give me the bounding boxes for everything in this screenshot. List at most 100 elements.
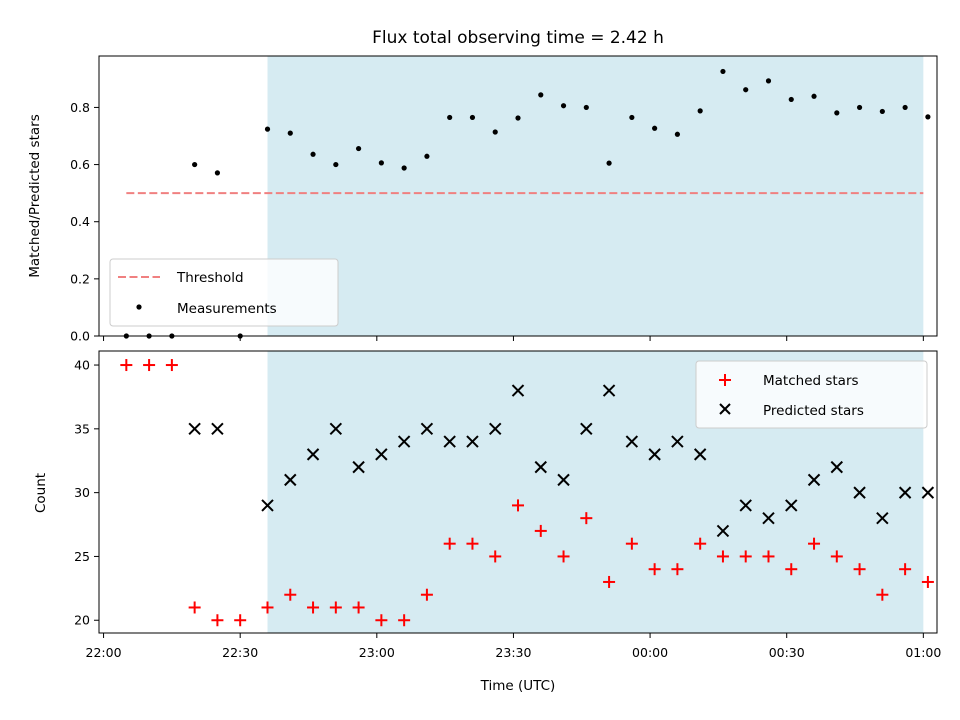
measurement-point bbox=[879, 108, 885, 115]
predicted-star-point bbox=[830, 460, 844, 474]
measurement-point bbox=[765, 78, 772, 84]
measurement-point bbox=[811, 93, 817, 99]
x-tick-label: 23:00 bbox=[359, 645, 395, 660]
predicted-star-point bbox=[420, 422, 434, 436]
matched-star-point bbox=[307, 601, 320, 614]
x-tick-label: 22:00 bbox=[86, 645, 122, 660]
measurement-point bbox=[355, 145, 362, 152]
matched-star-point bbox=[188, 601, 201, 614]
x-tick-label: 00:00 bbox=[632, 645, 668, 660]
matched-star-point bbox=[694, 537, 707, 550]
threshold-legend-label: Threshold bbox=[176, 270, 244, 286]
top-axes-frame bbox=[98, 55, 938, 337]
measurements-legend-label: Measurements bbox=[177, 301, 277, 317]
bottom-y-tick-label: 30 bbox=[74, 485, 90, 500]
matched-star-point bbox=[329, 601, 342, 614]
matched-star-point bbox=[580, 512, 593, 525]
measurement-point bbox=[515, 115, 521, 121]
bottom-y-tick-label: 20 bbox=[74, 613, 90, 628]
predicted-star-point bbox=[443, 435, 456, 448]
predicted-star-point bbox=[671, 435, 684, 448]
predicted-star-point bbox=[785, 499, 798, 512]
matched-legend-swatch bbox=[719, 374, 731, 386]
measurement-point bbox=[424, 153, 430, 159]
predicted-star-point bbox=[375, 448, 388, 461]
predicted-star-point bbox=[853, 486, 866, 499]
matched-star-point bbox=[352, 601, 365, 614]
predicted-star-point bbox=[534, 460, 547, 474]
bottom-legend-box bbox=[695, 360, 928, 429]
measurement-point bbox=[788, 96, 794, 103]
matched-star-point bbox=[143, 359, 156, 372]
bottom-panel: 20 25 30 35 40 22:00 22:30 23:00 23:30 00:00 00:3… bbox=[33, 350, 941, 694]
matched-star-point bbox=[261, 601, 274, 614]
predicted-star-point bbox=[211, 422, 224, 436]
measurement-point bbox=[538, 92, 544, 98]
predicted-star-point bbox=[807, 473, 821, 487]
bottom-y-axis-label: Count bbox=[33, 473, 49, 513]
top-y-ticks: 0.0 0.2 0.4 0.6 0.8 bbox=[70, 100, 99, 344]
measurement-point bbox=[287, 130, 293, 136]
measurement-point bbox=[606, 160, 612, 166]
predicted-star-point bbox=[693, 448, 707, 461]
matched-star-point bbox=[625, 537, 638, 550]
measurement-point bbox=[560, 103, 567, 109]
bottom-axes-frame bbox=[98, 350, 938, 634]
predicted-star-point bbox=[648, 448, 661, 461]
bottom-y-tick-label: 40 bbox=[74, 358, 90, 373]
top-legend: Threshold Measurements bbox=[109, 258, 339, 327]
top-y-tick-label: 0.0 bbox=[70, 329, 90, 344]
matched-legend-label: Matched stars bbox=[763, 373, 859, 389]
predicted-star-point bbox=[602, 384, 616, 397]
measurement-point bbox=[743, 87, 749, 93]
top-plot-content bbox=[123, 68, 931, 339]
predicted-star-point bbox=[921, 486, 935, 499]
top-panel: 0.00.20.40.60.8 Matched/Predicted stars … bbox=[27, 55, 938, 344]
measurement-point bbox=[264, 126, 271, 132]
predicted-legend-swatch bbox=[719, 403, 731, 415]
predicted-star-point bbox=[284, 473, 297, 487]
matched-star-point bbox=[830, 550, 843, 563]
measurement-point bbox=[652, 125, 658, 131]
predicted-star-point bbox=[489, 422, 502, 436]
x-tick-label: 22:30 bbox=[222, 645, 258, 660]
matched-star-point bbox=[489, 550, 502, 563]
measurement-point bbox=[583, 104, 589, 111]
matched-star-point bbox=[808, 537, 821, 550]
measurement-point bbox=[925, 114, 931, 120]
predicted-star-point bbox=[580, 422, 593, 436]
measurement-point bbox=[720, 68, 726, 75]
matched-star-point bbox=[671, 563, 684, 576]
bottom-y-tick-label: 35 bbox=[74, 421, 90, 436]
x-tick-label: 01:00 bbox=[905, 645, 941, 660]
top-shaded-region bbox=[267, 56, 924, 336]
bottom-x-ticks: 22:00 22:30 23:00 23:30 00:00 00:30 01:00 bbox=[86, 633, 941, 660]
predicted-star-point bbox=[352, 460, 365, 474]
measurement-point bbox=[629, 114, 635, 121]
top-legend-box bbox=[109, 258, 339, 327]
x-tick-label: 23:30 bbox=[495, 645, 531, 660]
matched-star-point bbox=[603, 575, 616, 588]
matched-star-point bbox=[466, 537, 479, 550]
predicted-star-point bbox=[397, 435, 411, 448]
matched-star-point bbox=[853, 563, 866, 576]
matched-star-point bbox=[420, 588, 433, 601]
measurement-point bbox=[333, 161, 339, 168]
predicted-star-point bbox=[466, 435, 479, 448]
measurement-point bbox=[401, 165, 407, 171]
measurement-point bbox=[674, 131, 681, 137]
predicted-star-point bbox=[625, 435, 639, 448]
predicted-star-point bbox=[762, 511, 775, 525]
chart-title: Flux total observing time = 2.42 h bbox=[372, 28, 664, 48]
predicted-star-point bbox=[898, 486, 912, 499]
matched-star-point bbox=[762, 550, 775, 563]
matched-star-point bbox=[921, 575, 934, 588]
bottom-plot-content bbox=[120, 359, 935, 627]
matched-star-point bbox=[165, 359, 178, 372]
matched-star-point bbox=[534, 524, 547, 537]
predicted-star-point bbox=[716, 524, 730, 538]
top-y-tick-label: 0.2 bbox=[70, 271, 90, 286]
measurement-point bbox=[834, 110, 840, 116]
x-axis-label: Time (UTC) bbox=[480, 678, 556, 694]
matched-star-point bbox=[899, 563, 912, 576]
